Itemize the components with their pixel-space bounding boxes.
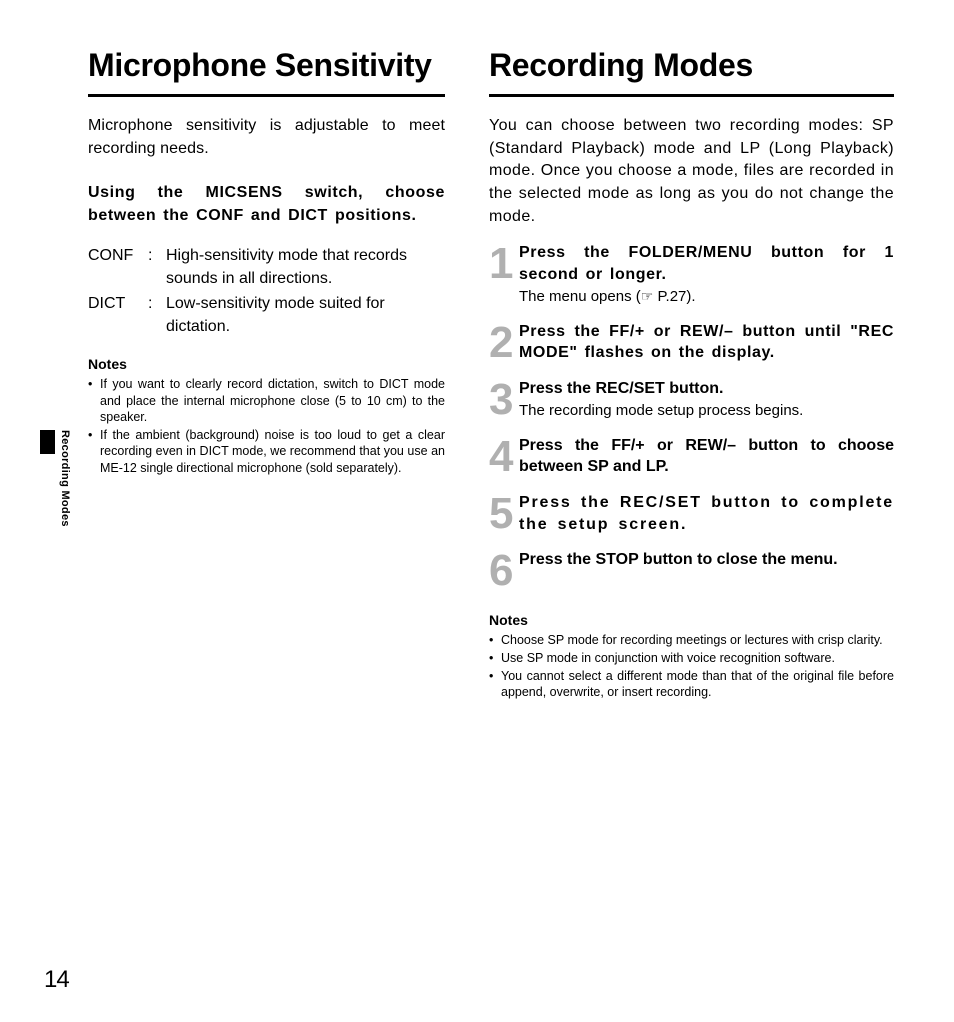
step-subtext: The recording mode setup process begins. — [519, 401, 894, 421]
definition-row: DICT : Low-sensitivity mode suited for d… — [88, 292, 445, 338]
definition-description: Low-sensitivity mode suited for dictatio… — [166, 292, 445, 338]
step-title: Press the STOP button to close the menu. — [519, 549, 894, 571]
left-notes-label: Notes — [88, 356, 445, 372]
step-number: 3 — [489, 381, 519, 418]
definition-row: CONF : High-sensitivity mode that record… — [88, 244, 445, 290]
definition-list: CONF : High-sensitivity mode that record… — [88, 244, 445, 339]
step-body: Press the FOLDER/MENU button for 1 secon… — [519, 242, 894, 306]
note-item: Choose SP mode for recording meetings or… — [489, 632, 894, 648]
step-title: Press the FF/+ or REW/– button until "RE… — [519, 321, 894, 364]
step-body: Press the FF/+ or REW/– button until "RE… — [519, 321, 894, 364]
note-item: If you want to clearly record dictation,… — [88, 376, 445, 425]
definition-description: High-sensitivity mode that records sound… — [166, 244, 445, 290]
step: 2Press the FF/+ or REW/– button until "R… — [489, 321, 894, 364]
left-column: Microphone Sensitivity Microphone sensit… — [40, 48, 445, 703]
step: 1Press the FOLDER/MENU button for 1 seco… — [489, 242, 894, 306]
left-heading: Microphone Sensitivity — [88, 48, 445, 84]
note-item: You cannot select a different mode than … — [489, 668, 894, 701]
steps-list: 1Press the FOLDER/MENU button for 1 seco… — [489, 242, 894, 589]
left-notes-list: If you want to clearly record dictation,… — [88, 376, 445, 476]
page-columns: Microphone Sensitivity Microphone sensit… — [40, 48, 896, 703]
definition-colon: : — [148, 244, 166, 290]
step-body: Press the STOP button to close the menu. — [519, 549, 894, 571]
side-section-tab: Recording Modes — [40, 430, 71, 527]
right-column: Recording Modes You can choose between t… — [489, 48, 894, 703]
right-heading: Recording Modes — [489, 48, 894, 84]
step: 3Press the REC/SET button.The recording … — [489, 378, 894, 421]
definition-colon: : — [148, 292, 166, 338]
step: 5Press the REC/SET button to complete th… — [489, 492, 894, 535]
left-subheading: Using the MICSENS switch, choose between… — [88, 182, 445, 227]
step-body: Press the REC/SET button to complete the… — [519, 492, 894, 535]
step-number: 4 — [489, 438, 519, 475]
right-intro-text: You can choose between two recording mod… — [489, 115, 894, 229]
page-number: 14 — [44, 966, 69, 994]
note-item: If the ambient (background) noise is too… — [88, 427, 445, 476]
step-title: Press the FOLDER/MENU button for 1 secon… — [519, 242, 894, 285]
pointer-icon: ☞ — [641, 287, 654, 306]
step: 4Press the FF/+ or REW/– button to choos… — [489, 435, 894, 478]
step-body: Press the FF/+ or REW/– button to choose… — [519, 435, 894, 478]
step-title: Press the REC/SET button. — [519, 378, 894, 400]
step-title: Press the REC/SET button to complete the… — [519, 492, 894, 535]
step-body: Press the REC/SET button.The recording m… — [519, 378, 894, 421]
note-item: Use SP mode in conjunction with voice re… — [489, 650, 894, 666]
step-number: 2 — [489, 324, 519, 361]
right-notes-label: Notes — [489, 612, 894, 628]
step-title: Press the FF/+ or REW/– button to choose… — [519, 435, 894, 478]
right-notes-list: Choose SP mode for recording meetings or… — [489, 632, 894, 701]
step-number: 1 — [489, 245, 519, 282]
step-number: 5 — [489, 495, 519, 532]
step: 6Press the STOP button to close the menu… — [489, 549, 894, 589]
step-number: 6 — [489, 552, 519, 589]
side-tab-label: Recording Modes — [59, 430, 71, 527]
definition-term: DICT — [88, 292, 148, 338]
step-subtext: The menu opens (☞ P.27). — [519, 287, 894, 307]
definition-term: CONF — [88, 244, 148, 290]
left-intro-text: Microphone sensitivity is adjustable to … — [88, 115, 445, 160]
right-heading-rule — [489, 94, 894, 97]
side-tab-marker — [40, 430, 55, 454]
left-heading-rule — [88, 94, 445, 97]
